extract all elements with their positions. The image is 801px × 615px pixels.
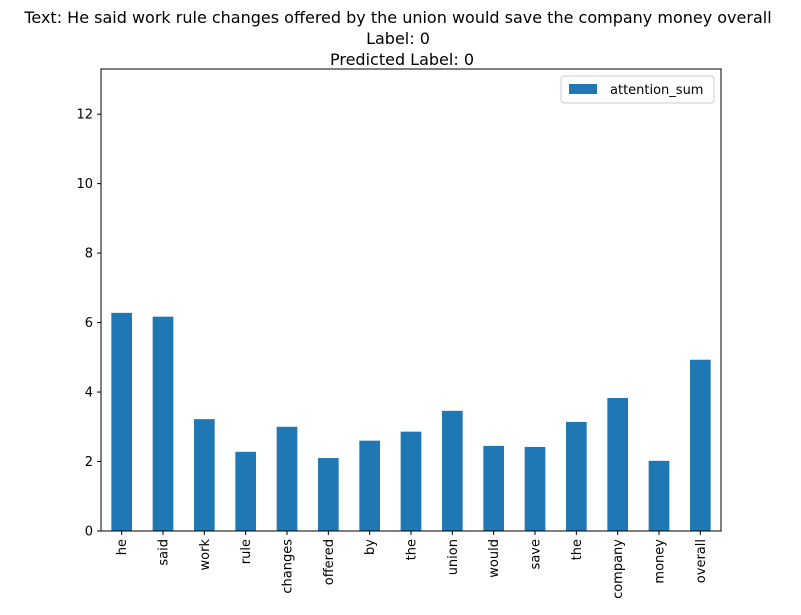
x-tick-label: the <box>405 539 420 560</box>
bar-the <box>566 421 587 531</box>
x-tick-label: overall <box>694 539 709 583</box>
bar-said <box>152 316 174 531</box>
title-text: Text: He said work rule changes offered … <box>23 8 771 27</box>
x-tick-label: said <box>157 539 172 566</box>
x-tick-label: rule <box>239 539 254 564</box>
axes-frame <box>100 68 722 532</box>
x-tick-label: the <box>570 539 585 560</box>
y-tick-label: 8 <box>85 247 93 262</box>
plot-area <box>111 312 711 531</box>
y-tick-label: 12 <box>76 108 93 123</box>
bar-company <box>607 397 628 531</box>
chart-title: Text: He said work rule changes offered … <box>23 8 771 69</box>
x-tick-label: company <box>611 539 626 599</box>
bar-offered <box>318 458 339 531</box>
bar-overall <box>690 359 711 531</box>
bar-rule <box>235 451 256 531</box>
x-tick-label: offered <box>322 539 337 585</box>
x-tick-label: changes <box>281 539 296 594</box>
y-tick-label: 10 <box>76 177 93 192</box>
x-tick-label: money <box>653 539 668 584</box>
predicted-label-text: Predicted Label: 0 <box>330 50 474 69</box>
legend-label: attention_sum <box>610 83 703 98</box>
legend-box <box>560 75 715 104</box>
true-label-text: Label: 0 <box>366 29 430 48</box>
y-axis: 0 2 4 6 8 10 12 <box>76 108 101 540</box>
bar-the <box>400 431 422 531</box>
bar-changes <box>276 426 298 531</box>
x-tick-label: save <box>529 539 544 569</box>
legend: attention_sum <box>560 75 715 104</box>
bar-would <box>483 445 504 531</box>
bar-work <box>194 419 215 531</box>
y-tick-label: 0 <box>85 525 93 540</box>
x-tick-label: would <box>487 539 502 578</box>
y-tick-label: 6 <box>85 316 93 331</box>
bar-money <box>648 460 670 531</box>
x-tick-label: by <box>363 539 378 555</box>
bar-by <box>359 440 380 531</box>
x-tick-label: union <box>446 539 461 575</box>
y-tick-label: 4 <box>85 386 93 401</box>
bar-save <box>524 446 546 531</box>
legend-swatch <box>569 84 597 94</box>
bar-union <box>442 410 463 531</box>
y-tick-label: 2 <box>85 455 93 470</box>
x-tick-label: work <box>198 539 213 571</box>
bar-he <box>111 312 132 531</box>
x-tick-label: he <box>115 539 130 555</box>
x-axis: he said work rule changes offered by the union wo… <box>115 531 709 599</box>
